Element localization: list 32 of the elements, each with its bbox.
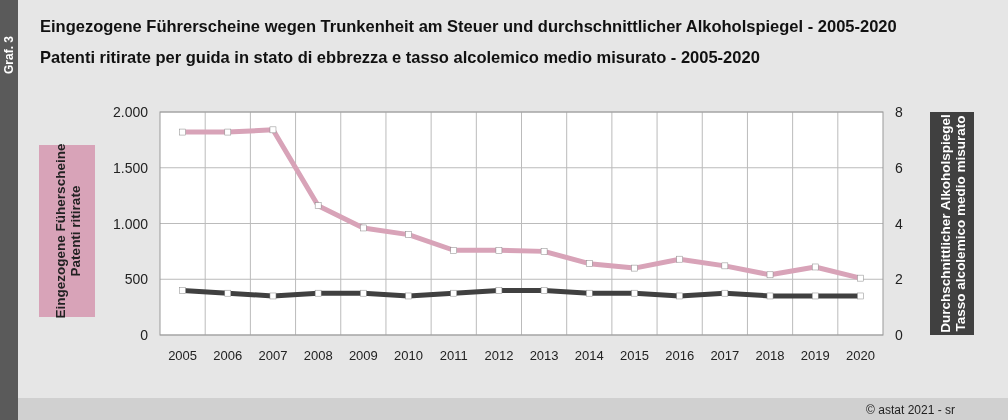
y-tick-label: 1.500 [112, 159, 149, 176]
y-tick-label: 1.000 [112, 215, 149, 232]
y2-tick-label: 2 [895, 271, 903, 288]
x-tick-label: 2017 [710, 348, 740, 363]
x-tick-label: 2009 [348, 348, 378, 363]
x-tick-label: 2018 [755, 348, 785, 363]
x-tick-label: 2013 [529, 348, 559, 363]
x-tick-label: 2019 [800, 348, 830, 363]
y-tick-label: 2.000 [112, 104, 149, 120]
y2-tick-label: 8 [895, 104, 903, 120]
y-tick-label: 0 [140, 327, 149, 343]
text: © astat 2021 - sr [866, 403, 955, 417]
y-axis-title: Eingezogene Füherscheine Patenti ritirate [52, 143, 83, 319]
x-tick-label: 2015 [620, 348, 649, 363]
y2-tick-label: 4 [895, 215, 903, 232]
x-tick-label: 2012 [484, 348, 514, 363]
x-tick-label: 2014 [574, 348, 604, 363]
x-tick-label: 2008 [303, 348, 333, 363]
y2-tick-label: 0 [895, 327, 903, 343]
y2-tick-label: 6 [895, 159, 903, 176]
x-tick-label: 2005 [168, 348, 198, 363]
chart-title: Eingezogene Führerscheine wegen Trunkenheit am Steuer und durchschnittlicher Alkoholspiegel - 2005-2020 [40, 17, 897, 35]
x-tick-label: 2011 [439, 348, 468, 363]
y2-axis-title: Durchschnittlicher Alkoholspiegel Tasso alcolemico medio misurato [937, 114, 968, 333]
x-tick-label: 2010 [394, 348, 423, 363]
y-tick-label: 500 [124, 271, 149, 288]
x-tick-label: 2020 [845, 348, 875, 363]
text: Graf. 3 [2, 35, 16, 75]
chart-subtitle: Patenti ritirate per guida in stato di ebbrezza e tasso alcolemico medio misurato - 2005-2020 [40, 48, 760, 66]
x-tick-label: 2016 [665, 348, 695, 363]
x-tick-label: 2007 [258, 348, 288, 363]
x-tick-label: 2006 [213, 348, 243, 363]
